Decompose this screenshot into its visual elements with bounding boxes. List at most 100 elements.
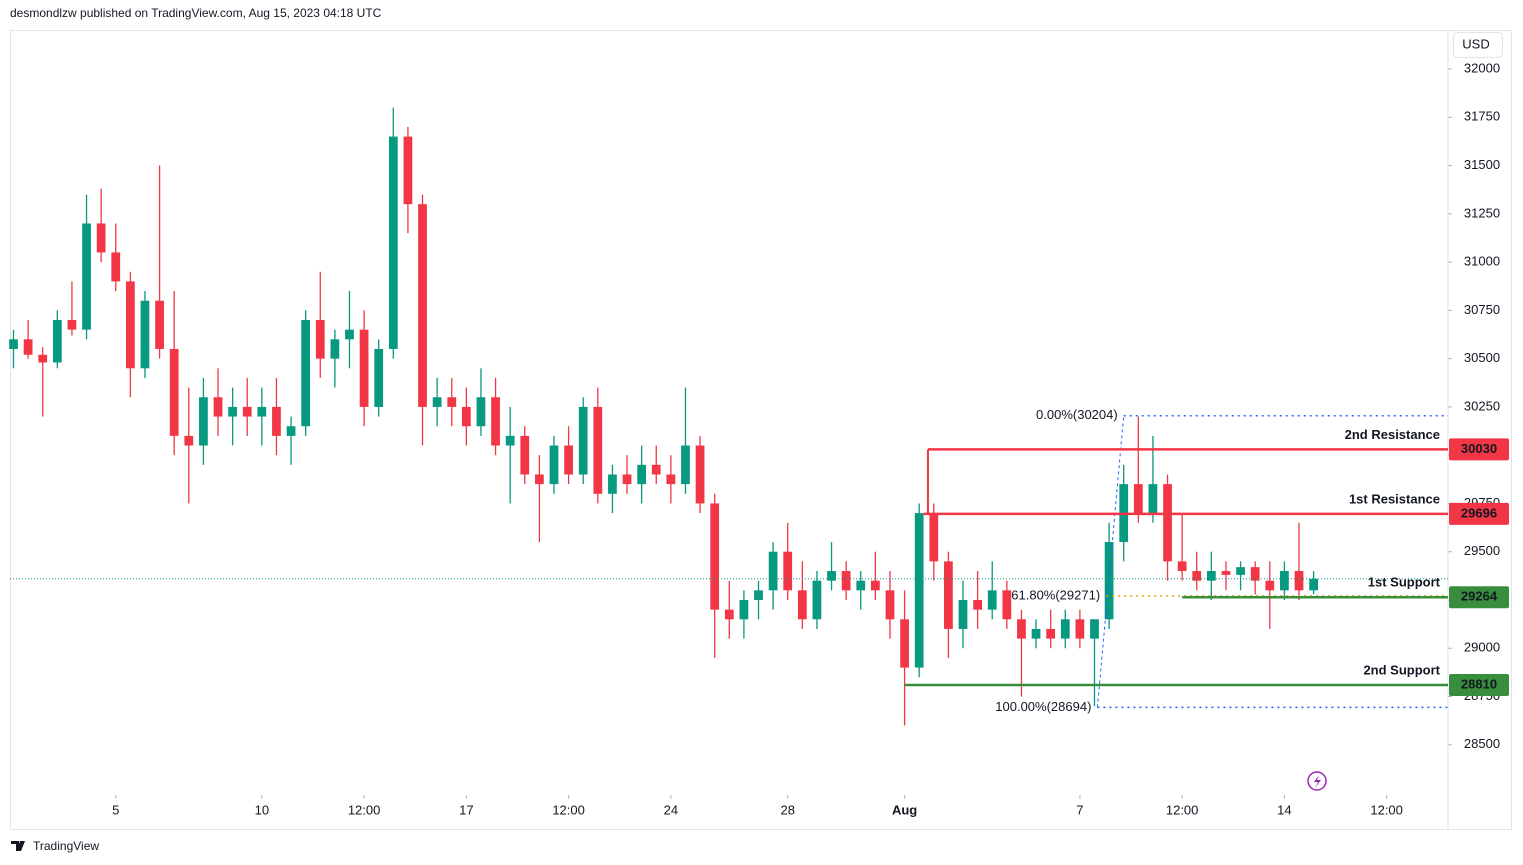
y-tick-label: 32000 [1464,60,1500,75]
candle-body [739,599,749,620]
candle-body [52,320,62,363]
candle-body [1294,571,1304,591]
y-tick-label: 29000 [1464,640,1500,655]
candle-body [856,580,866,591]
y-tick-label: 31750 [1464,109,1500,124]
fib-label: 100.00%(28694) [995,699,1091,714]
candle-body [1133,484,1143,514]
candle-body [461,406,471,427]
candle-body [637,464,647,485]
x-tick-label: 28 [780,802,794,817]
candle-body [797,590,807,620]
candle-body [447,397,457,407]
candle-body [315,320,325,359]
candle-body [418,204,427,407]
candle-body [1031,628,1041,639]
y-tick-label: 29500 [1464,543,1500,558]
y-tick-label: 30250 [1464,398,1500,413]
candle-body [388,136,398,349]
candle-body [140,300,150,369]
brand: TradingView [33,839,99,853]
candle-body [651,464,661,475]
event-icon-bolt [1314,775,1321,788]
candle-body [710,503,720,610]
price-box [1449,438,1509,461]
x-tick-label: 17 [459,802,473,817]
candle-body [505,435,515,446]
price-box [1449,502,1509,525]
candle-body [608,474,617,494]
candle-body [67,320,77,330]
candle-body [724,609,734,620]
x-tick-label: 12:00 [1370,802,1403,817]
candle-body [1002,590,1012,620]
candle-body [199,397,208,446]
candle-body [564,445,573,475]
price-box [1449,673,1509,696]
candle-body [374,348,384,407]
candle-body [1060,619,1070,639]
candle-body [1192,571,1202,581]
candle-body [958,599,968,629]
publish-note: desmondlzw published on TradingView.com,… [10,6,382,20]
x-tick-label: Aug [892,802,917,817]
candle-body [841,571,851,591]
candle-body [783,551,793,591]
x-tick-label: 5 [112,802,119,817]
candle-body [1177,561,1187,572]
chart-frame [10,30,1512,830]
level-name: 1st Resistance [1349,491,1440,506]
candle-body [111,252,121,282]
y-tick-label: 31500 [1464,157,1500,172]
x-tick-label: 14 [1277,802,1291,817]
price-box-label: 30030 [1461,441,1497,456]
x-tick-label: 12:00 [1166,802,1199,817]
candle-body [38,354,48,363]
candle-body [96,223,106,253]
candle-body [432,397,442,407]
candle-body [666,474,676,485]
level-name: 2nd Support [1363,662,1440,677]
candle-body [622,474,632,485]
candle-body [301,320,311,427]
x-tick-label: 12:00 [348,802,381,817]
y-tick-label: 30750 [1464,302,1500,317]
event-icon[interactable] [1307,771,1327,791]
y-tick-label: 30500 [1464,350,1500,365]
candle-body [359,329,369,407]
candle-body [272,406,281,436]
candle-body [593,406,603,494]
candle-body [491,397,500,446]
candle-body [520,435,530,475]
candle-body [1206,571,1216,581]
candle-body [476,397,486,427]
price-box-label: 28810 [1461,676,1497,691]
currency: USD [1462,36,1489,51]
candle-body [1250,567,1260,581]
fib-label: 0.00%(30204) [1036,407,1118,422]
candle-body [885,590,895,620]
candle-body [1163,484,1172,562]
candle-body [987,590,997,610]
candle-body [549,445,559,485]
candle-body [403,136,413,205]
candle-body [82,223,91,330]
candle-body [23,339,33,355]
candle-body [768,551,778,591]
candle-body [1265,580,1275,591]
currency-box[interactable] [1453,32,1503,58]
candle-body [228,406,238,417]
candle-body [330,339,340,359]
candle-body [1309,578,1318,591]
candle-body [900,619,909,668]
candle-body [681,445,690,485]
price-box-label: 29264 [1461,589,1498,604]
candle-body [973,599,983,610]
candle-body [125,281,135,369]
candle-body [242,406,252,417]
candle-body [1017,619,1026,639]
x-tick-label: 10 [255,802,269,817]
candle-body [754,590,763,600]
